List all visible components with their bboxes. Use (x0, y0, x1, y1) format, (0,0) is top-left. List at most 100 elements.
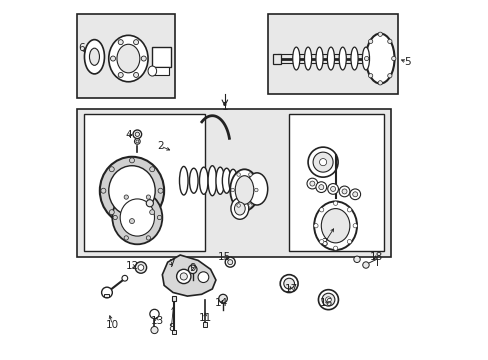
Polygon shape (162, 255, 216, 296)
Text: 14: 14 (214, 298, 227, 308)
Circle shape (254, 188, 258, 192)
Text: 9: 9 (189, 262, 196, 273)
Ellipse shape (315, 47, 323, 70)
Circle shape (248, 204, 252, 207)
Circle shape (141, 56, 146, 61)
Circle shape (118, 72, 123, 77)
Circle shape (149, 309, 159, 319)
Text: 5: 5 (403, 57, 409, 67)
Circle shape (306, 178, 317, 189)
Circle shape (110, 56, 115, 61)
Bar (104, 294, 109, 297)
Circle shape (352, 192, 357, 197)
Ellipse shape (228, 169, 237, 192)
Circle shape (133, 130, 142, 139)
Circle shape (133, 40, 138, 45)
Ellipse shape (230, 198, 248, 219)
Circle shape (325, 297, 331, 302)
Circle shape (109, 167, 114, 172)
Text: 7: 7 (167, 259, 174, 269)
Bar (171, 330, 176, 334)
Ellipse shape (321, 208, 349, 243)
Ellipse shape (84, 40, 104, 74)
Ellipse shape (313, 202, 356, 250)
Text: 3: 3 (321, 238, 327, 248)
Circle shape (102, 287, 112, 298)
Text: 1: 1 (221, 102, 228, 112)
Bar (171, 296, 176, 301)
Circle shape (236, 204, 240, 207)
Circle shape (322, 293, 334, 306)
Ellipse shape (100, 157, 164, 225)
Text: 4: 4 (125, 130, 131, 140)
Circle shape (157, 215, 162, 220)
Circle shape (248, 173, 252, 176)
Ellipse shape (304, 47, 311, 70)
Bar (153, 67, 169, 75)
Bar (267, 14, 397, 94)
Text: 10: 10 (105, 320, 119, 330)
Ellipse shape (89, 48, 99, 65)
Circle shape (218, 294, 227, 303)
Circle shape (315, 182, 326, 193)
Circle shape (198, 272, 208, 283)
Circle shape (330, 186, 335, 192)
Circle shape (188, 265, 197, 274)
Circle shape (129, 158, 134, 163)
Ellipse shape (120, 199, 154, 236)
Circle shape (138, 265, 143, 270)
Ellipse shape (179, 166, 188, 195)
Circle shape (146, 200, 153, 207)
Ellipse shape (108, 35, 148, 82)
Ellipse shape (234, 202, 244, 215)
Circle shape (318, 290, 338, 310)
Circle shape (149, 210, 154, 215)
Circle shape (319, 239, 323, 244)
Circle shape (391, 57, 395, 61)
Circle shape (377, 32, 382, 36)
Circle shape (101, 188, 106, 193)
Bar (203, 322, 207, 327)
Text: 13: 13 (150, 316, 163, 326)
Bar (288, 114, 383, 251)
Circle shape (146, 195, 150, 199)
Text: 8: 8 (167, 323, 174, 333)
Text: 17: 17 (284, 284, 297, 294)
Ellipse shape (230, 169, 258, 211)
Circle shape (368, 73, 372, 78)
Circle shape (124, 236, 128, 240)
Circle shape (151, 327, 158, 334)
Ellipse shape (362, 47, 369, 70)
Ellipse shape (339, 47, 346, 70)
Circle shape (176, 269, 190, 284)
Text: 6: 6 (79, 43, 85, 53)
Circle shape (135, 262, 146, 273)
Circle shape (236, 173, 240, 176)
Text: 11: 11 (198, 312, 211, 323)
Circle shape (180, 273, 187, 280)
Circle shape (333, 201, 337, 205)
Circle shape (364, 57, 368, 61)
Circle shape (129, 219, 134, 224)
Ellipse shape (292, 47, 299, 70)
Circle shape (333, 246, 337, 250)
Ellipse shape (112, 191, 162, 244)
Circle shape (283, 278, 294, 289)
Bar (272, 54, 281, 64)
Circle shape (133, 72, 138, 77)
Text: 15: 15 (218, 252, 231, 262)
Circle shape (158, 188, 163, 193)
Text: 16: 16 (319, 298, 333, 308)
Ellipse shape (108, 166, 155, 216)
Circle shape (227, 260, 232, 265)
Bar (83, 114, 205, 251)
Circle shape (341, 189, 346, 194)
Circle shape (312, 152, 332, 172)
Ellipse shape (246, 173, 267, 205)
Ellipse shape (350, 47, 357, 70)
Circle shape (309, 181, 314, 186)
Ellipse shape (326, 47, 334, 70)
Circle shape (352, 224, 357, 228)
Circle shape (319, 208, 323, 212)
Text: 12: 12 (125, 261, 138, 271)
